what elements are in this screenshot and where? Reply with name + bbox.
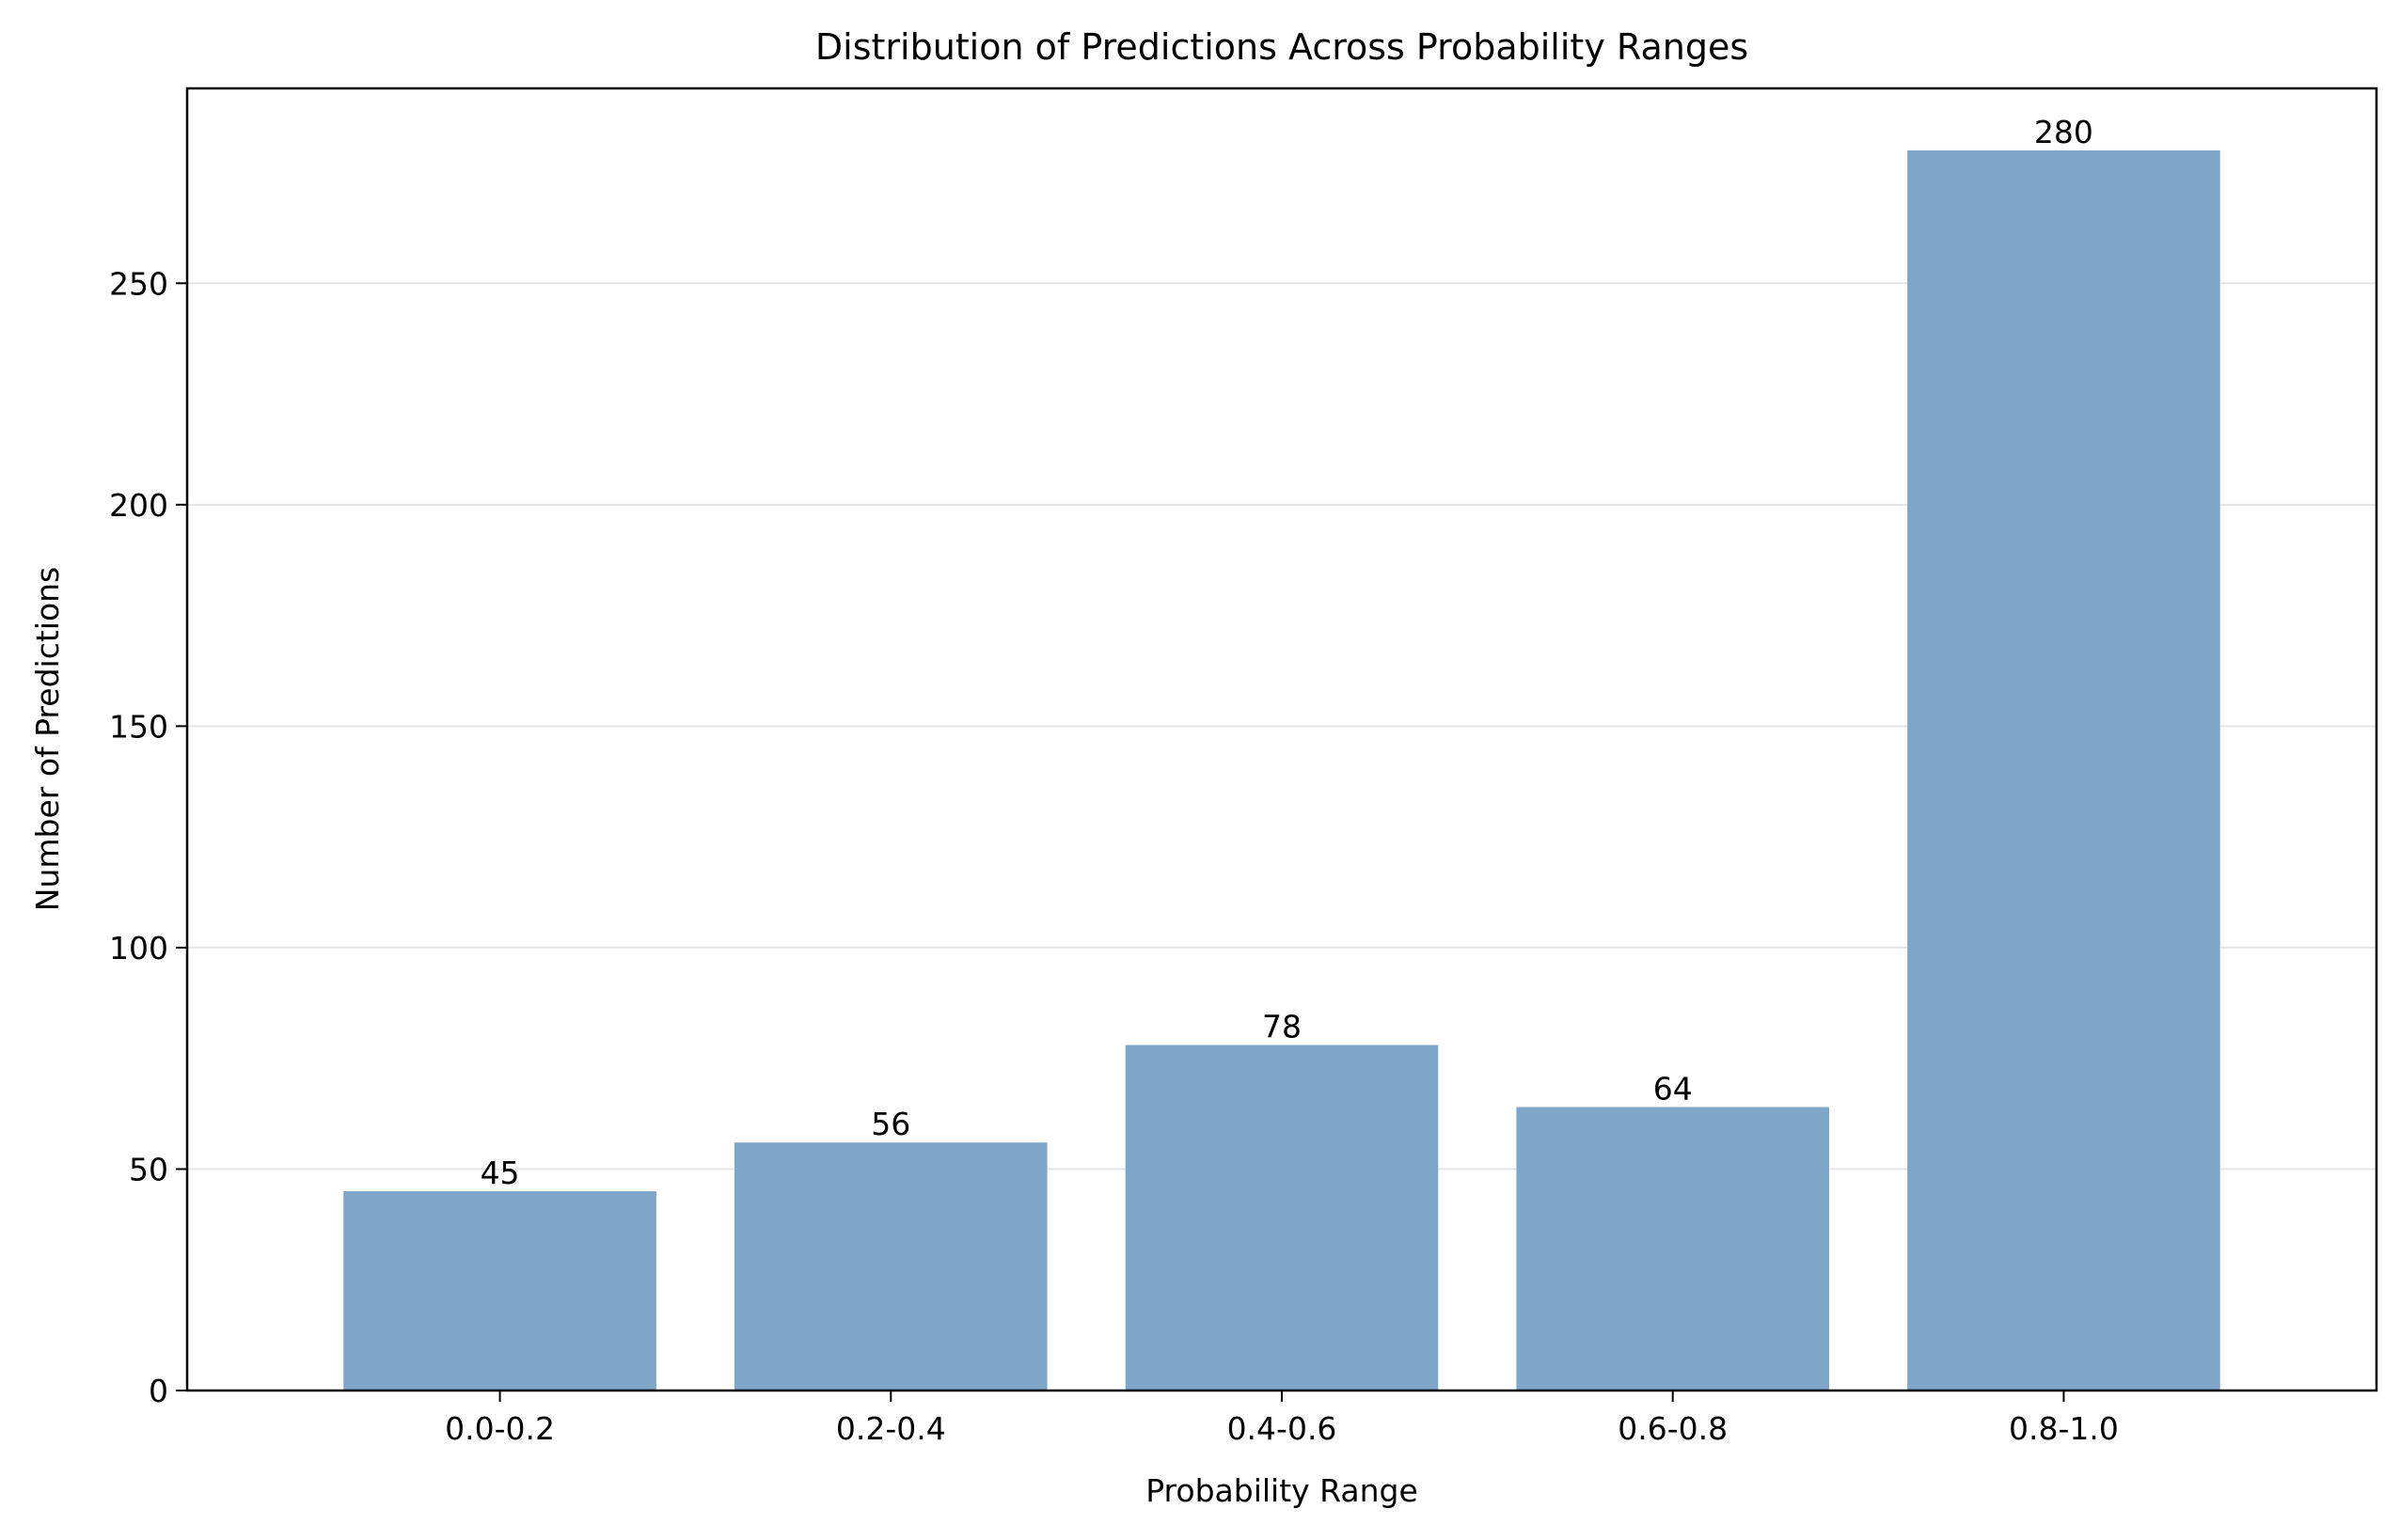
data-labels: 45 56 78 64 280 — [481, 114, 2093, 1191]
y-tick-label: 0 — [149, 1373, 168, 1409]
y-axis-ticks: 0 50 100 150 200 250 — [109, 265, 187, 1409]
bar — [1907, 149, 2220, 1391]
y-tick-label: 50 — [129, 1151, 168, 1187]
x-tick-label: 0.6-0.8 — [1618, 1410, 1728, 1447]
bar — [1516, 1107, 1829, 1391]
bar — [734, 1142, 1048, 1391]
bar — [1125, 1045, 1439, 1391]
x-tick-label: 0.8-1.0 — [2009, 1410, 2119, 1447]
chart-title: Distribution of Predictions Across Proba… — [815, 26, 1748, 68]
bar-value-label: 56 — [871, 1106, 910, 1142]
x-tick-label: 0.4-0.6 — [1227, 1410, 1337, 1447]
bar-value-label: 45 — [481, 1155, 520, 1191]
y-tick-label: 200 — [109, 487, 168, 524]
y-tick-label: 100 — [109, 930, 168, 966]
y-tick-label: 250 — [109, 265, 168, 302]
x-axis-ticks: 0.0-0.2 0.2-0.4 0.4-0.6 0.6-0.8 0.8-1.0 — [445, 1391, 2119, 1447]
y-tick-label: 150 — [109, 708, 168, 745]
bar-value-label: 78 — [1262, 1009, 1302, 1045]
bar-value-label: 64 — [1653, 1071, 1693, 1108]
x-tick-label: 0.0-0.2 — [445, 1410, 555, 1447]
bar-value-label: 280 — [2034, 114, 2093, 150]
bars — [343, 149, 2220, 1391]
y-axis-label: Number of Predictions — [29, 567, 66, 911]
bar — [343, 1191, 656, 1391]
x-tick-label: 0.2-0.4 — [836, 1410, 946, 1447]
x-axis-label: Probability Range — [1145, 1472, 1418, 1509]
